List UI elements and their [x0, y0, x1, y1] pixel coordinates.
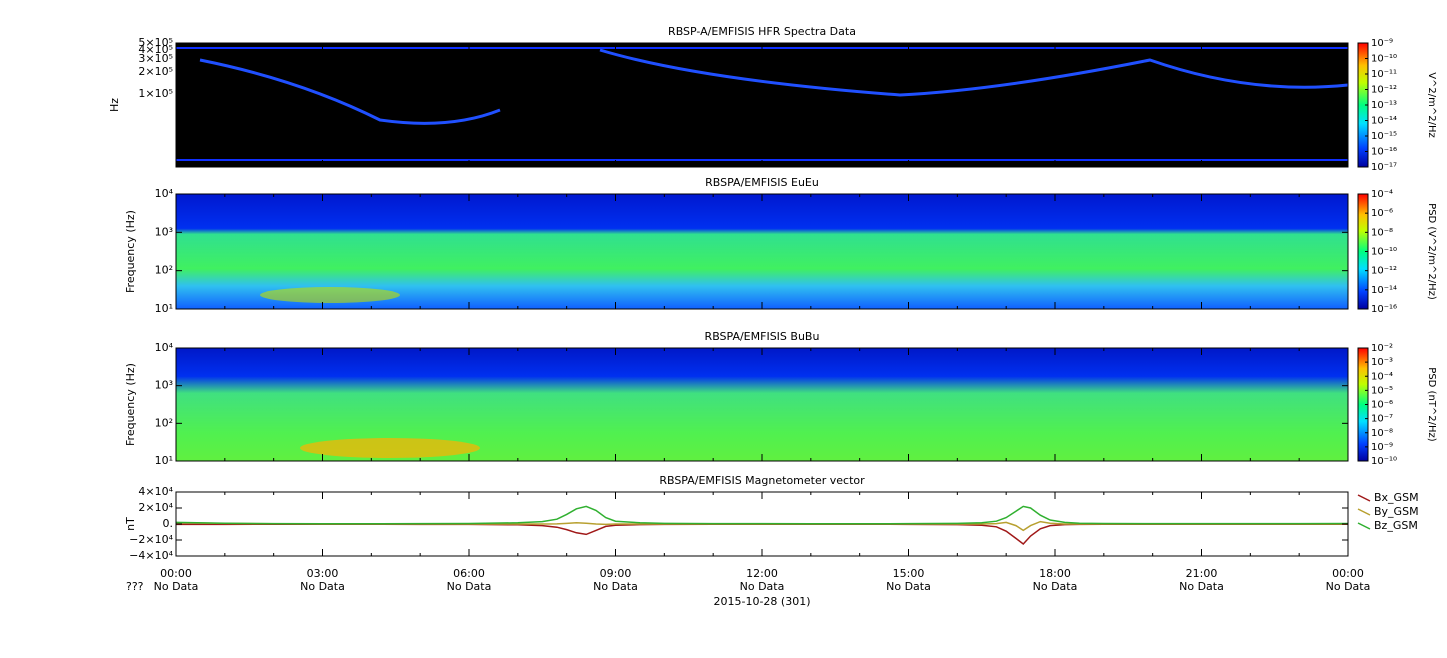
x-tick-label: 00:00: [1332, 567, 1364, 580]
y-axis-label: Frequency (Hz): [124, 210, 137, 293]
colorbar-tick-label: 10⁻¹²: [1371, 85, 1397, 96]
legend-swatch: [1357, 522, 1371, 530]
x-tick-sublabel: No Data: [300, 580, 345, 593]
y-tick-label: 5×10⁵: [138, 36, 173, 49]
colorbar-tick-label: 10⁻¹⁴: [1371, 116, 1397, 127]
y-tick-label: 2×10⁴: [138, 501, 173, 514]
x-tick-sublabel: No Data: [154, 580, 199, 593]
x-tick-sublabel: No Data: [1179, 580, 1224, 593]
colorbar-tick-label: 10⁻¹⁰: [1371, 456, 1397, 467]
x-tick-sublabel: No Data: [886, 580, 931, 593]
colorbar-tick-label: 10⁻¹⁴: [1371, 285, 1397, 296]
hfr-image: [176, 43, 1348, 167]
x-tick-label: 09:00: [600, 567, 632, 580]
x-tick-sublabel: No Data: [593, 580, 638, 593]
colorbar-label: V^2/m^2/Hz: [1426, 72, 1437, 138]
colorbar-tick-label: 10⁻¹⁵: [1371, 131, 1397, 142]
sublabel-title: ???: [126, 580, 144, 593]
y-tick-label: 10²: [155, 264, 173, 277]
y-tick-label: 3×10⁵: [138, 52, 173, 65]
colorbar-tick-label: 10⁻⁶: [1371, 400, 1393, 411]
y-axis-label: Frequency (Hz): [124, 363, 137, 446]
colorbar-tick-label: 10⁻⁹: [1371, 442, 1393, 453]
eueu-feature: [260, 287, 400, 303]
legend-label: Bz_GSM: [1374, 519, 1418, 532]
panel-title: RBSPA/EMFISIS Magnetometer vector: [659, 474, 865, 487]
series-line: [175, 505, 1349, 525]
x-tick-label: 06:00: [453, 567, 485, 580]
colorbar-tick-label: 10⁻⁴: [1371, 189, 1393, 200]
legend-label: By_GSM: [1374, 505, 1419, 518]
x-tick-sublabel: No Data: [740, 580, 785, 593]
x-tick-label: 03:00: [307, 567, 339, 580]
colorbar-tick-label: 10⁻¹²: [1371, 266, 1397, 277]
colorbar-tick-label: 10⁻³: [1371, 357, 1393, 368]
y-tick-label: 10⁴: [155, 341, 174, 354]
panel-title: RBSPA/EMFISIS BuBu: [705, 330, 820, 343]
y-axis-label: Hz: [108, 98, 121, 112]
y-tick-label: 10¹: [155, 302, 173, 315]
colorbar-tick-label: 10⁻⁶: [1371, 208, 1393, 219]
legend-swatch: [1357, 508, 1371, 516]
x-tick-sublabel: No Data: [1033, 580, 1078, 593]
legend-swatch: [1357, 494, 1371, 502]
colorbar-label: PSD (V^2/m^2/Hz): [1426, 203, 1437, 300]
legend-label: Bx_GSM: [1374, 491, 1419, 504]
colorbar-label: PSD (nT^2/Hz): [1426, 367, 1437, 441]
spectrogram-backdrops: [176, 43, 1349, 461]
y-tick-label: 1×10⁵: [138, 87, 173, 100]
y-tick-label: −4×10⁴: [129, 549, 173, 562]
colorbar-tick-label: 10⁻⁴: [1371, 371, 1393, 382]
y-axis-label: nT: [124, 517, 137, 531]
y-tick-label: 10²: [155, 416, 173, 429]
colorbar-tick-label: 10⁻⁸: [1371, 428, 1393, 439]
colorbar-tick-label: 10⁻¹¹: [1371, 69, 1397, 80]
panel-title: RBSPA/EMFISIS EuEu: [705, 176, 819, 189]
colorbar-tick-label: 10⁻²: [1371, 343, 1393, 354]
y-tick-label: 4×10⁴: [138, 485, 173, 498]
x-axis-label: 2015-10-28 (301): [713, 595, 810, 608]
x-tick-label: 12:00: [746, 567, 778, 580]
y-tick-label: 0.: [163, 517, 174, 530]
y-tick-label: 10³: [155, 379, 173, 392]
y-tick-label: 4×10⁵: [138, 43, 173, 56]
x-tick-label: 15:00: [893, 567, 925, 580]
y-tick-label: 10³: [155, 225, 173, 238]
panel-title: RBSP-A/EMFISIS HFR Spectra Data: [668, 25, 856, 38]
x-tick-sublabel: No Data: [447, 580, 492, 593]
colorbar-tick-label: 10⁻¹⁶: [1371, 304, 1397, 315]
colorbar-tick-label: 10⁻⁸: [1371, 227, 1393, 238]
x-tick-label: 00:00: [160, 567, 192, 580]
bubu-feature: [300, 438, 480, 458]
colorbar-tick-label: 10⁻¹⁷: [1371, 162, 1397, 173]
y-tick-label: −2×10⁴: [129, 533, 173, 546]
series-line: [175, 523, 1348, 546]
hfr-trace: [199, 48, 1349, 125]
y-tick-label: 2×10⁵: [138, 65, 173, 78]
colorbar-tick-label: 10⁻¹⁰: [1371, 247, 1397, 258]
x-tick-label: 21:00: [1186, 567, 1218, 580]
x-tick-label: 18:00: [1039, 567, 1071, 580]
colorbar-tick-label: 10⁻⁹: [1371, 38, 1393, 49]
colorbar-tick-label: 10⁻⁵: [1371, 385, 1393, 396]
colorbar-tick-label: 10⁻¹³: [1371, 100, 1397, 111]
colorbar-tick-label: 10⁻¹⁰: [1371, 54, 1397, 65]
x-tick-sublabel: No Data: [1326, 580, 1371, 593]
colorbar-tick-label: 10⁻¹⁶: [1371, 147, 1397, 158]
y-tick-label: 10⁴: [155, 187, 174, 200]
y-tick-label: 10¹: [155, 454, 173, 467]
colorbar-tick-label: 10⁻⁷: [1371, 414, 1393, 425]
